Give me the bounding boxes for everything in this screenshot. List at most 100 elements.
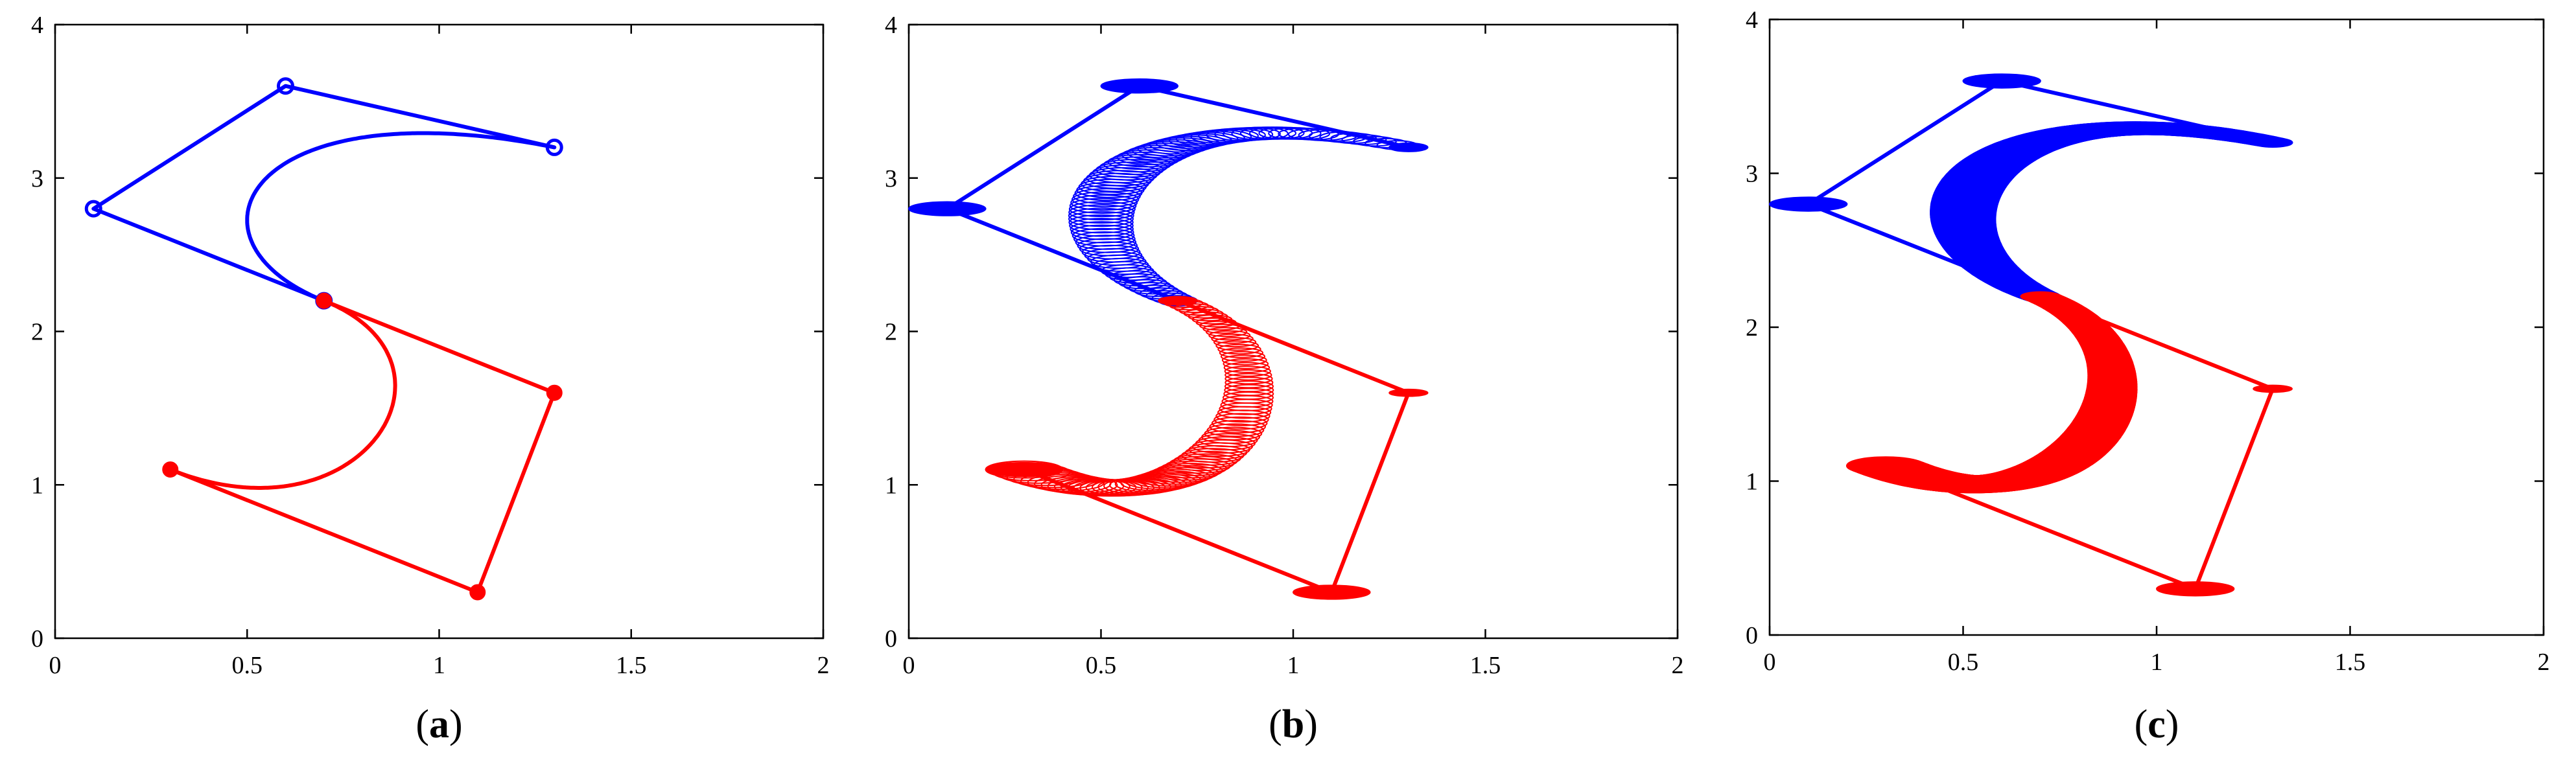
series-0 xyxy=(84,77,563,310)
curve-ellipse xyxy=(1211,333,1254,344)
x-tick-label: 2 xyxy=(817,652,830,679)
axes-frame xyxy=(54,23,825,640)
curve-ellipse xyxy=(1068,211,1134,227)
y-tick-label: 0 xyxy=(885,625,897,652)
y-tick-label: 1 xyxy=(885,472,897,499)
control-ellipse xyxy=(1962,73,2041,89)
control-ellipse xyxy=(1293,584,1371,600)
panel-caption: (c) xyxy=(2135,702,2179,746)
curve-ellipse xyxy=(1217,343,1261,355)
series-1 xyxy=(985,295,1429,600)
control-ellipse xyxy=(1100,78,1179,94)
chart-panel-a: 0 0.5 1 1.5 2 0 1 2 3 4 (a) xyxy=(31,12,830,746)
curve-ellipse xyxy=(1223,358,1269,369)
curve-ellipse xyxy=(1223,362,1270,373)
curve-ellipse xyxy=(1013,470,1092,489)
curve-ellipse xyxy=(1068,207,1134,224)
control-ellipse xyxy=(908,201,987,216)
control-ellipse xyxy=(1388,388,1429,397)
y-tick-label: 3 xyxy=(885,165,897,192)
curve-ellipse xyxy=(1206,327,1248,338)
curve-ellipse xyxy=(1221,351,1265,362)
y-tick-label: 3 xyxy=(1746,161,1758,188)
control-polygon xyxy=(945,84,1411,303)
curve-ellipse xyxy=(1341,134,1387,146)
x-tick-label: 1.5 xyxy=(2335,649,2366,676)
curve-ellipse xyxy=(1208,330,1251,341)
series-0 xyxy=(908,78,1429,306)
curve-ellipse xyxy=(1330,132,1377,144)
x-tick-label: 1.5 xyxy=(616,652,647,679)
x-tick-label: 1 xyxy=(433,652,445,679)
curve-ellipse xyxy=(1211,416,1268,430)
control-point-marker xyxy=(545,138,563,156)
control-point-marker xyxy=(546,384,563,401)
panel-caption: (b) xyxy=(1269,702,1318,746)
curve-ellipse xyxy=(1128,282,1175,295)
curve-ellipse xyxy=(1202,323,1245,334)
curve-ellipse xyxy=(1224,369,1272,381)
control-point-marker xyxy=(316,292,333,309)
y-tick-label: 2 xyxy=(31,319,43,346)
curve-ellipse xyxy=(1219,347,1264,358)
curve-ellipse xyxy=(1224,365,1271,377)
chart-panel-b: 0 0.5 1 1.5 2 0 1 2 3 4 (b) xyxy=(885,12,1684,746)
curve-ellipse xyxy=(1213,413,1269,426)
control-polygon xyxy=(1022,299,1411,594)
y-tick-label: 3 xyxy=(31,165,43,192)
x-tick-label: 0 xyxy=(1764,649,1776,676)
curve-ellipse xyxy=(1221,354,1267,366)
y-tick-label: 2 xyxy=(1746,314,1758,341)
curve-ellipse xyxy=(1206,423,1265,437)
curve-ellipse xyxy=(1068,204,1135,221)
x-tick-label: 0 xyxy=(49,652,62,679)
x-tick-label: 0.5 xyxy=(1086,652,1117,679)
control-polygon xyxy=(91,84,557,303)
axes-frame xyxy=(1768,18,2545,636)
panel-caption: (a) xyxy=(416,702,462,746)
x-tick-label: 1 xyxy=(1287,652,1300,679)
curve-ellipse xyxy=(1215,410,1270,423)
control-ellipse xyxy=(2156,581,2235,597)
curve-ellipse xyxy=(1114,476,1188,493)
series-1 xyxy=(1845,291,2293,597)
control-point-marker xyxy=(84,200,102,218)
curve-ellipse xyxy=(1376,140,1418,150)
curve-ellipse xyxy=(1071,227,1135,244)
curve-ellipse xyxy=(1224,376,1274,389)
control-polygon xyxy=(1806,79,2275,299)
curve-ellipse xyxy=(1068,201,1136,218)
curve-ellipse xyxy=(1217,406,1272,419)
y-tick-label: 4 xyxy=(1746,6,1758,34)
curve-ellipse xyxy=(992,463,1071,481)
control-ellipse xyxy=(1769,196,1848,212)
y-tick-label: 2 xyxy=(885,319,897,346)
x-tick-label: 0.5 xyxy=(232,652,263,679)
y-tick-label: 1 xyxy=(31,472,43,499)
control-ellipse xyxy=(2253,384,2293,393)
bezier-curve xyxy=(169,299,397,490)
control-polygon xyxy=(1884,294,2275,591)
control-polygon xyxy=(168,299,557,594)
curve-ellipse xyxy=(1070,194,1138,211)
curve-ellipse xyxy=(1123,279,1171,292)
curve-ellipse xyxy=(1069,218,1134,234)
curve-ellipse xyxy=(1845,456,1926,476)
curve-ellipse xyxy=(1034,474,1112,493)
curve-ellipse xyxy=(1388,142,1429,152)
curve-ellipse xyxy=(2252,137,2293,148)
curve-ellipse xyxy=(1068,214,1134,231)
curve-ellipse xyxy=(1069,198,1137,214)
control-point-marker xyxy=(469,584,486,601)
curve-ellipse xyxy=(1224,373,1273,385)
curve-ellipse xyxy=(1053,478,1130,496)
curve-ellipse xyxy=(1071,191,1140,208)
curve-ellipse xyxy=(1075,235,1137,250)
x-tick-label: 1 xyxy=(2151,649,2163,676)
x-tick-label: 2 xyxy=(2538,649,2550,676)
axes-frame xyxy=(907,23,1679,640)
y-tick-label: 0 xyxy=(31,625,43,652)
x-tick-label: 1.5 xyxy=(1470,652,1501,679)
x-tick-label: 2 xyxy=(1672,652,1684,679)
